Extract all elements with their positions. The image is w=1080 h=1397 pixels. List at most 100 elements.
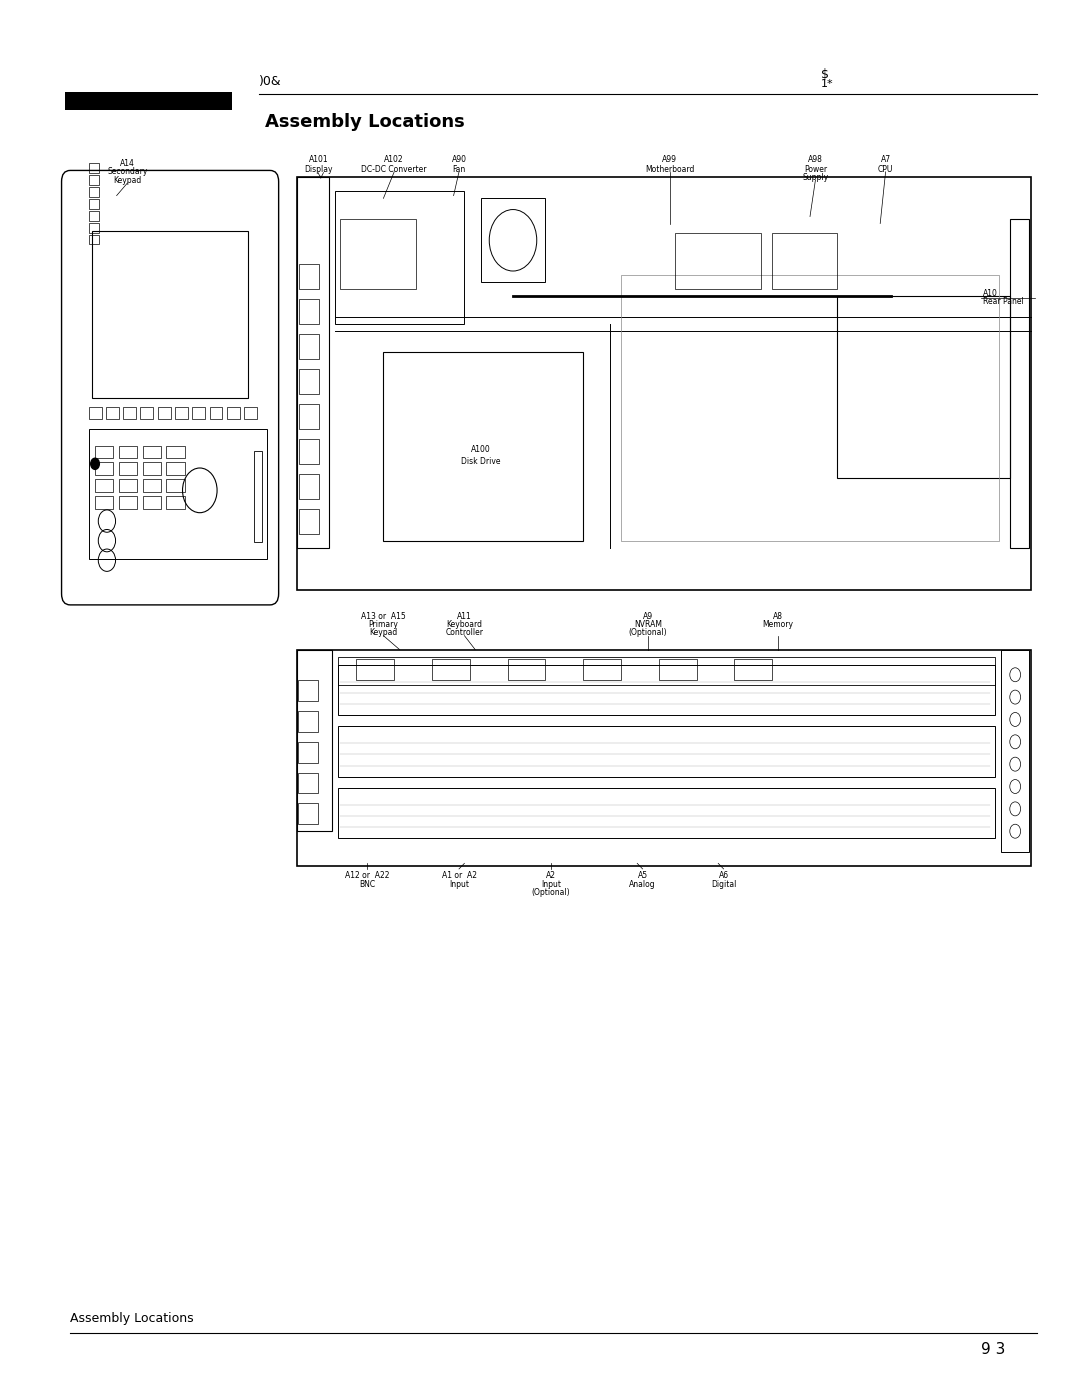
Bar (89, 235, 99, 244)
Bar (166, 446, 185, 458)
Text: $: $ (821, 67, 828, 81)
Bar (299, 404, 319, 429)
Text: DC-DC Converter: DC-DC Converter (362, 165, 427, 173)
Text: Secondary: Secondary (107, 168, 148, 176)
Text: A8: A8 (772, 612, 783, 620)
Bar (338, 665, 995, 715)
Bar (89, 407, 102, 419)
Bar (143, 446, 161, 458)
Text: Controller: Controller (445, 629, 484, 637)
Bar (166, 479, 185, 492)
Bar (166, 462, 185, 475)
Bar (383, 352, 583, 541)
Bar (254, 451, 262, 542)
Text: Keypad: Keypad (369, 629, 397, 637)
Text: Fan: Fan (453, 165, 465, 173)
Text: A1 or  A2: A1 or A2 (442, 872, 476, 880)
Text: A90: A90 (451, 155, 467, 163)
Text: 9 3: 9 3 (982, 1343, 1005, 1356)
Bar (210, 407, 222, 419)
Text: Display: Display (305, 165, 333, 173)
Bar (621, 275, 999, 541)
Bar (143, 479, 161, 492)
Bar (299, 439, 319, 464)
Bar (299, 474, 319, 499)
Bar (158, 407, 171, 419)
Text: Power: Power (804, 165, 827, 173)
Bar (299, 299, 319, 324)
Text: Assembly Locations: Assembly Locations (265, 113, 464, 130)
Bar (297, 650, 1031, 866)
Text: BNC: BNC (360, 880, 375, 888)
Bar (1010, 219, 1029, 548)
Text: Supply: Supply (802, 173, 828, 182)
Text: A102: A102 (384, 155, 404, 163)
Bar (95, 496, 113, 509)
Text: CPU: CPU (878, 165, 893, 173)
Bar (1001, 650, 1029, 852)
Bar (481, 198, 545, 282)
Bar (583, 659, 621, 680)
Bar (65, 92, 232, 110)
Text: A99: A99 (662, 155, 677, 163)
Text: Digital: Digital (711, 880, 737, 888)
Bar (837, 296, 1010, 478)
Bar (89, 200, 99, 210)
Text: A100: A100 (471, 446, 490, 454)
Bar (119, 479, 137, 492)
Text: A9: A9 (643, 612, 653, 620)
Bar (299, 509, 319, 534)
Text: 1*: 1* (821, 78, 834, 89)
Text: A12 or  A22: A12 or A22 (345, 872, 390, 880)
Bar (89, 211, 99, 221)
Circle shape (91, 458, 99, 469)
Text: A98: A98 (808, 155, 823, 163)
Bar (192, 407, 205, 419)
Bar (338, 726, 995, 777)
Text: (Optional): (Optional) (629, 629, 667, 637)
Text: A2: A2 (545, 872, 556, 880)
Bar (298, 742, 318, 763)
Bar (119, 496, 137, 509)
Text: NVRAM: NVRAM (634, 620, 662, 629)
Text: Keyboard: Keyboard (446, 620, 483, 629)
Text: A10: A10 (983, 289, 998, 298)
Bar (659, 659, 697, 680)
Bar (95, 479, 113, 492)
Text: Keypad: Keypad (113, 176, 141, 184)
Bar (432, 659, 470, 680)
Text: (Optional): (Optional) (531, 888, 570, 897)
Bar (297, 177, 329, 548)
Bar (298, 773, 318, 793)
Text: Assembly Locations: Assembly Locations (70, 1312, 193, 1326)
Bar (734, 659, 772, 680)
Bar (298, 680, 318, 701)
Bar (508, 659, 545, 680)
Bar (123, 407, 136, 419)
Text: Input: Input (541, 880, 561, 888)
Bar (89, 187, 99, 197)
Bar (244, 407, 257, 419)
Bar (356, 659, 394, 680)
Bar (227, 407, 240, 419)
Bar (340, 219, 416, 289)
Bar (298, 803, 318, 824)
Text: Disk Drive: Disk Drive (461, 457, 500, 465)
Bar (338, 788, 995, 838)
Bar (297, 177, 1031, 590)
Bar (143, 462, 161, 475)
Bar (95, 462, 113, 475)
Bar (143, 496, 161, 509)
Text: A5: A5 (637, 872, 648, 880)
Bar (299, 264, 319, 289)
Text: A7: A7 (880, 155, 891, 163)
Text: A13 or  A15: A13 or A15 (361, 612, 406, 620)
Bar (175, 407, 188, 419)
Bar (335, 191, 464, 324)
FancyBboxPatch shape (62, 170, 279, 605)
Bar (299, 369, 319, 394)
Bar (338, 657, 995, 685)
Bar (166, 496, 185, 509)
Bar (119, 446, 137, 458)
Bar (89, 224, 99, 233)
